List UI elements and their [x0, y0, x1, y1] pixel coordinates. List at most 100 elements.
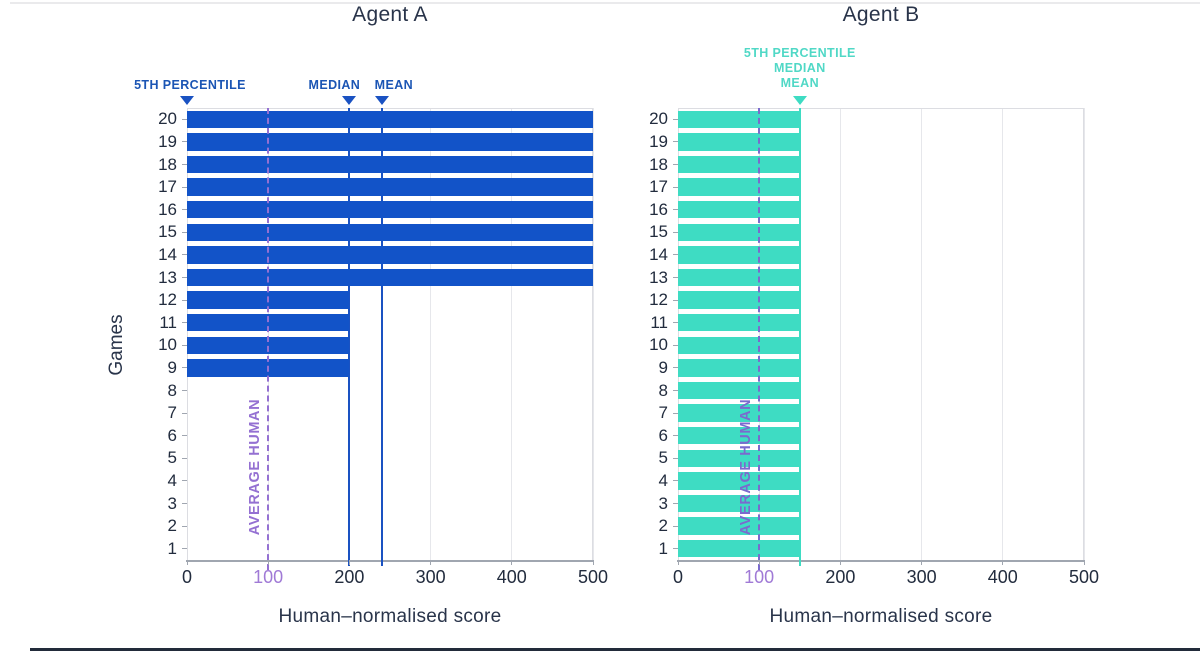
average-human-label: AVERAGE HUMAN — [738, 398, 755, 536]
y-tick-mark-20 — [182, 118, 187, 120]
y-tick-label-6: 6 — [167, 425, 177, 445]
y-tick-mark-15 — [673, 231, 678, 233]
bar-game-19 — [187, 133, 593, 151]
stat-line-200 — [348, 108, 351, 566]
gridline-500 — [1083, 108, 1085, 560]
x-tick-label-300: 300 — [415, 567, 446, 587]
gridline-300 — [921, 108, 923, 560]
y-tick-mark-4 — [182, 480, 187, 482]
y-tick-mark-4 — [673, 480, 678, 482]
y-tick-label-7: 7 — [167, 403, 177, 423]
y-tick-mark-16 — [673, 209, 678, 211]
gridline-400 — [1002, 108, 1004, 560]
bar-game-20 — [187, 110, 593, 129]
bar-game-6 — [678, 426, 800, 445]
y-tick-label-17: 17 — [158, 177, 177, 197]
x-tick-label-300: 300 — [906, 567, 937, 587]
y-tick-label-8: 8 — [167, 380, 177, 400]
average-human-label: AVERAGE HUMAN — [247, 398, 264, 536]
page-bottom-border — [30, 648, 1200, 651]
stat-line-240 — [380, 108, 383, 566]
y-tick-mark-14 — [182, 254, 187, 256]
chart-title-agent-a: Agent A — [352, 3, 428, 26]
y-tick-mark-12 — [182, 299, 187, 301]
bar-game-4 — [678, 472, 800, 490]
bar-game-18 — [678, 155, 800, 174]
y-tick-mark-18 — [673, 164, 678, 165]
y-tick-mark-8 — [673, 390, 678, 391]
marker-triangle-mean — [374, 96, 389, 105]
y-tick-mark-3 — [673, 503, 678, 504]
y-tick-mark-7 — [673, 412, 678, 414]
y-tick-label-14: 14 — [158, 244, 177, 264]
y-tick-mark-2 — [182, 525, 187, 527]
y-tick-label-1: 1 — [658, 538, 668, 558]
x-tick-label-0: 0 — [181, 567, 193, 587]
y-tick-label-19: 19 — [649, 131, 668, 151]
y-tick-label-7: 7 — [658, 403, 668, 423]
bar-game-14 — [187, 246, 593, 264]
y-tick-mark-14 — [673, 254, 678, 256]
marker-triangle-combined — [792, 96, 807, 105]
y-tick-label-9: 9 — [167, 357, 177, 377]
y-tick-label-14: 14 — [649, 244, 668, 264]
y-tick-mark-7 — [182, 412, 187, 414]
y-tick-label-11: 11 — [159, 312, 177, 332]
average-human-line — [267, 108, 270, 570]
y-tick-mark-12 — [673, 299, 678, 301]
y-tick-mark-19 — [673, 141, 678, 143]
y-tick-label-4: 4 — [658, 470, 668, 490]
y-tick-mark-13 — [182, 277, 187, 278]
y-tick-label-3: 3 — [658, 493, 668, 513]
y-tick-mark-2 — [673, 525, 678, 527]
y-tick-label-8: 8 — [658, 380, 668, 400]
y-tick-mark-5 — [673, 457, 678, 459]
x-tick-mark-200 — [839, 560, 841, 565]
y-tick-mark-11 — [182, 322, 187, 324]
y-tick-label-1: 1 — [167, 538, 177, 558]
bar-game-1 — [678, 539, 800, 558]
x-tick-label-400: 400 — [987, 567, 1018, 587]
y-tick-label-17: 17 — [649, 177, 668, 197]
gridline-400 — [511, 108, 513, 560]
y-tick-mark-13 — [673, 277, 678, 278]
marker-label-5th-percentile: 5TH PERCENTILE — [743, 46, 856, 60]
x-tick-mark-200 — [348, 560, 350, 565]
y-tick-mark-11 — [673, 322, 678, 324]
x-tick-mark-0 — [186, 560, 188, 565]
marker-label-5th-percentile: 5TH PERCENTILE — [134, 78, 246, 92]
marker-label-median: MEDIAN — [773, 61, 826, 75]
plot-area-agent-b: 20 19 18 17 16 15 14 13 12 11 10 9 8 7 6 5 4 3 2 1 AVERAGE H… — [649, 46, 1099, 587]
y-tick-label-11: 11 — [650, 312, 668, 332]
bar-game-2 — [678, 517, 800, 535]
y-tick-mark-9 — [673, 367, 678, 369]
bar-game-3 — [678, 494, 800, 513]
plot-area-agent-a: 20 19 18 17 16 15 14 13 12 11 10 9 8 7 6 5 4 3 2 1 AVERAGE H… — [134, 78, 608, 587]
x-tick-mark-0 — [677, 560, 679, 565]
x-tick-mark-400 — [1002, 560, 1004, 565]
x-axis-line — [186, 560, 594, 562]
y-tick-label-10: 10 — [158, 335, 177, 355]
y-tick-mark-10 — [673, 344, 678, 346]
y-tick-mark-18 — [182, 164, 187, 165]
bar-game-9 — [678, 359, 800, 377]
x-tick-mark-500 — [1083, 560, 1085, 565]
bar-game-14 — [678, 246, 800, 264]
y-tick-label-20: 20 — [649, 109, 668, 129]
y-tick-label-15: 15 — [158, 222, 177, 242]
bar-game-11 — [678, 313, 800, 332]
x-tick-mark-400 — [511, 560, 513, 565]
x-tick-label-100: 100 — [744, 567, 775, 587]
marker-label-mean: MEAN — [780, 76, 819, 90]
y-tick-mark-6 — [182, 435, 187, 437]
y-tick-mark-9 — [182, 367, 187, 369]
bar-game-15 — [187, 223, 593, 242]
x-tick-label-0: 0 — [672, 567, 684, 587]
y-tick-label-9: 9 — [658, 357, 668, 377]
x-tick-mark-100 — [758, 560, 760, 565]
y-tick-label-16: 16 — [649, 199, 668, 219]
bar-game-12 — [678, 291, 800, 309]
y-tick-label-18: 18 — [649, 154, 668, 174]
y-tick-label-5: 5 — [167, 448, 177, 468]
